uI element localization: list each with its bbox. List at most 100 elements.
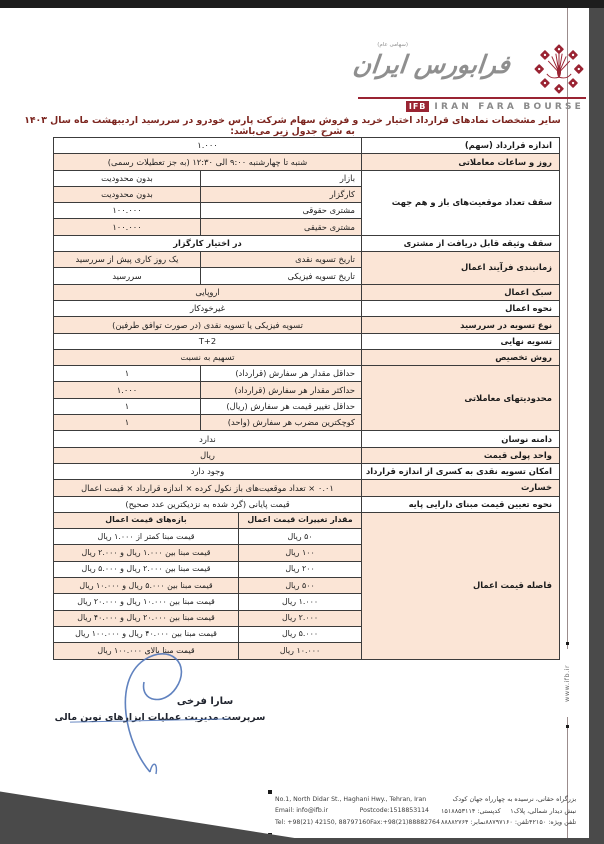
cell-subMid: ۲.۰۰۰ ریال — [239, 610, 361, 626]
footer-en-postcode: Postcode:1518853114 — [359, 807, 429, 815]
cell-subMid: ۱۰.۰۰۰ ریال — [239, 643, 361, 659]
cell-value: یک روز کاری پیش از سررسید — [54, 252, 200, 268]
spec-table: اندازه قرارداد (سهم) ۱.۰۰۰ روز و ساعات معا… — [53, 137, 560, 660]
cell-value: ۱ — [54, 366, 200, 382]
cell-inner: حداقل تغییر قیمت هر سفارش (ریال) — [201, 398, 361, 415]
page-margin-line — [567, 8, 568, 838]
footer-contact-block: No.1, North Didar St., Haghani Hwy., Teh… — [268, 790, 576, 836]
row-label: سقف تعداد موقعیت‌های باز و هم جهت — [362, 170, 559, 235]
row-label: واحد پولی قیمت — [362, 447, 559, 463]
cell-full: تسویه فیزیکی یا تسویه نقدی (در صورت تواف… — [54, 317, 361, 333]
cell-subMid: مقدار تغییرات قیمت اعمال — [239, 512, 361, 529]
cell-subLeft: قیمت مبنا کمتر از ۱.۰۰۰ ریال — [54, 529, 238, 545]
cell-inner: بازار — [201, 170, 361, 186]
cell-full: شنبه تا چهارشنبه ۹:۰۰ الی ۱۲:۳۰ (به جز ت… — [54, 154, 361, 170]
cell-inner: حداکثر مقدار هر سفارش (قرارداد) — [201, 382, 361, 398]
footer-persian: بزرگراه حقانی، نرسیده به چهارراه جهان کو… — [441, 791, 576, 835]
footer-fa-tel-special: تلفن ویژه: ۴۲۱۵۰ — [529, 818, 577, 827]
footer-fa-fax: نمابر: ۸۸۸۸۲۷۶۴ — [441, 818, 486, 827]
row-label: نحوه اعمال — [362, 300, 559, 317]
signer-role: سرپرست مدیریت عملیات ابزارهای نوین مالی — [54, 712, 266, 723]
website-vertical-block: www.ifb.ir — [560, 642, 574, 728]
row-label: نوع تسویه در سررسید — [362, 317, 559, 333]
cell-full: اروپایی — [54, 284, 361, 300]
cell-value: بدون محدودیت — [54, 186, 200, 203]
cell-subMid: ۱.۰۰۰ ریال — [239, 594, 361, 610]
row-label: فاصله قیمت اعمال — [362, 512, 559, 659]
cell-subMid: ۵.۰۰۰ ریال — [239, 626, 361, 643]
cell-full: T+2 — [54, 333, 361, 349]
cell-subLeft: قیمت مبنا بالای ۱۰۰.۰۰۰ ریال — [54, 643, 238, 659]
cell-subMid: ۵۰۰ ریال — [239, 578, 361, 594]
cell-value: بدون محدودیت — [54, 170, 200, 186]
cell-subLeft: قیمت مبنا بین ۱.۰۰۰ ریال و ۲.۰۰۰ ریال — [54, 545, 238, 561]
cell-full: در اختیار کارگزار — [54, 235, 361, 252]
cell-subLeft: قیمت مبنا بین ۵.۰۰۰ ریال و ۱۰.۰۰۰ ریال — [54, 578, 238, 594]
logo-divider — [358, 97, 586, 99]
cell-inner: کارگزار — [201, 186, 361, 203]
logo-tagline: (سهامی عام) — [377, 42, 408, 48]
cell-inner: تاریخ تسویه نقدی — [201, 252, 361, 268]
row-label: نحوه تعیین قیمت مبنای دارایی پایه — [362, 496, 559, 512]
cell-value: ۱.۰۰۰ — [54, 382, 200, 398]
cell-inner: مشتری حقوقی — [201, 203, 361, 219]
scan-top-edge — [0, 0, 604, 8]
cell-inner: کوچکترین مضرب هر سفارش (واحد) — [201, 415, 361, 431]
cell-subLeft: قیمت مبنا بین ۴۰.۰۰۰ ریال و ۱۰۰.۰۰۰ ریال — [54, 626, 238, 643]
document-page: (سهامی عام) فرابورس ایران — [0, 8, 589, 838]
ifb-wordmark: IRAN FARA BOURSE — [434, 101, 584, 112]
cell-subLeft: قیمت مبنا بین ۲.۰۰۰ ریال و ۵.۰۰۰ ریال — [54, 561, 238, 578]
cell-full: تسهیم به نسبت — [54, 349, 361, 366]
footer-fa-postcode: کدپستی: ۱۵۱۸۸۵۳۱۱۴ — [441, 806, 501, 815]
footer-en-address: No.1, North Didar St., Haghani Hwy., Teh… — [275, 796, 427, 803]
row-label: محدودیتهای معاملاتی — [362, 366, 559, 431]
cell-value: ۱ — [54, 415, 200, 431]
cell-subLeft: قیمت مبنا بین ۱۰.۰۰۰ ریال و ۲۰.۰۰۰ ریال — [54, 594, 238, 610]
cell-full: وجود دارد — [54, 463, 361, 480]
cell-subMid: ۵۰ ریال — [239, 529, 361, 545]
row-label: اندازه قرارداد (سهم) — [362, 138, 559, 154]
cell-value: ۱۰۰.۰۰۰ — [54, 219, 200, 235]
signer-name: سارا فرخی — [176, 696, 234, 707]
cell-value: سررسید — [54, 268, 200, 284]
cell-inner: حداقل مقدار هر سفارش (قرارداد) — [201, 366, 361, 382]
print-mark-square — [268, 832, 272, 836]
cell-full: قیمت پایانی (گرد شده به نزدیکترین عدد صح… — [54, 496, 361, 512]
cell-full: ریال — [54, 447, 361, 463]
row-label: خسارت — [362, 480, 559, 496]
ifb-emblem-icon — [534, 44, 584, 94]
footer-fa-address1: بزرگراه حقانی، نرسیده به چهارراه جهان کو… — [452, 795, 577, 803]
website-label: www.ifb.ir — [563, 649, 571, 717]
ifb-logo: (سهامی عام) فرابورس ایران — [346, 42, 586, 114]
print-mark-square — [566, 725, 569, 728]
cell-full: ۰.۰۱ × تعداد موقعیت‌های باز نکول کرده × … — [54, 480, 361, 496]
cell-value: ۱ — [54, 398, 200, 415]
row-label: روش تخصیص — [362, 349, 559, 366]
cell-full: ندارد — [54, 431, 361, 447]
cell-full: غیرخودکار — [54, 300, 361, 317]
row-label: تسویه نهایی — [362, 333, 559, 349]
cell-value: ۱۰۰.۰۰۰ — [54, 203, 200, 219]
signature-scribble-icon — [124, 653, 183, 775]
cell-subLeft: بازه‌های قیمت اعمال — [54, 512, 238, 529]
row-label: زمانبندی فرآیند اعمال — [362, 252, 559, 284]
ifb-badge: IFB — [405, 101, 430, 112]
row-label: امکان تسویه نقدی به کسری از اندازه قرارد… — [362, 463, 559, 480]
row-label: سبک اعمال — [362, 284, 559, 300]
cell-full: ۱.۰۰۰ — [54, 138, 361, 154]
print-mark-square — [268, 790, 272, 794]
footer-en-tel: Tel: +98(21) 42150, 88797160 — [275, 818, 371, 826]
row-label: دامنه نوسان — [362, 431, 559, 447]
cell-inner: مشتری حقیقی — [201, 219, 361, 235]
footer-fa-address2: نبش دیدار شمالی، پلاک۱ — [510, 806, 577, 815]
footer-en-fax: Fax:+98(21)88882764 — [370, 818, 440, 826]
print-mark-square — [566, 642, 569, 645]
document-title: سایر مشخصات نمادهای قرارداد اختیار خرید … — [24, 115, 561, 137]
logo-calligraphy: فرابورس ایران — [351, 50, 512, 79]
footer-english: No.1, North Didar St., Haghani Hwy., Teh… — [275, 791, 440, 835]
cell-inner: تاریخ تسویه فیزیکی — [201, 268, 361, 284]
footer-en-email: Email: info@ifb.ir — [275, 807, 329, 815]
cell-subMid: ۲۰۰ ریال — [239, 561, 361, 578]
cell-subMid: ۱۰۰ ریال — [239, 545, 361, 561]
cell-subLeft: قیمت مبنا بین ۲۰.۰۰۰ ریال و ۴۰.۰۰۰ ریال — [54, 610, 238, 626]
